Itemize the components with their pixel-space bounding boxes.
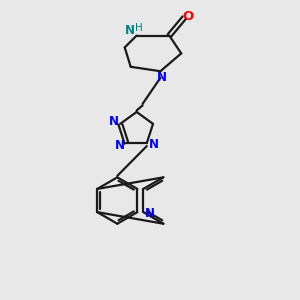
Text: N: N <box>145 207 155 220</box>
Text: H: H <box>135 23 142 33</box>
Text: N: N <box>115 139 125 152</box>
Text: N: N <box>157 71 167 84</box>
Text: N: N <box>149 138 159 151</box>
Text: N: N <box>125 24 135 37</box>
Text: O: O <box>182 10 194 23</box>
Text: N: N <box>109 115 119 128</box>
